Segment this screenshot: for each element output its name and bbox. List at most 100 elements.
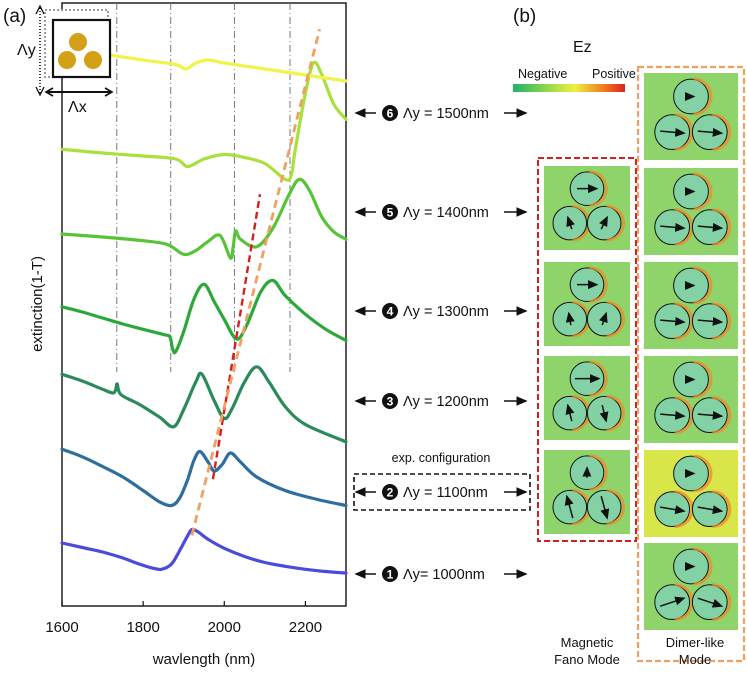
field-lobe <box>712 302 732 341</box>
row-label-text: Λy = 1500nm <box>403 106 489 122</box>
dipole-arrow <box>660 127 686 137</box>
row-index-badge <box>382 303 398 319</box>
row-label-5: 5 Λy = 1400nm <box>354 204 528 221</box>
dipole-arrow <box>660 316 686 326</box>
unit-cell-inset: Λy Λx <box>17 4 114 116</box>
row-label-2: 2 Λy = 1100nm <box>354 484 528 501</box>
colorbar-title: Ez <box>573 39 592 56</box>
colorbar-gradient <box>513 84 625 92</box>
trend-lines <box>190 28 321 536</box>
row-label-text: Λy = 1300nm <box>403 304 489 320</box>
series-line-top <box>60 46 348 83</box>
row-label-6: 6 Λy = 1500nm <box>354 105 528 122</box>
particle-top <box>69 33 87 51</box>
row-index-number: 5 <box>387 206 394 220</box>
plot-area: 1600 1800 2000 2200 <box>45 2 348 636</box>
row-index-badge <box>382 484 398 500</box>
dipole-arrow <box>659 596 686 607</box>
dipole-arrow <box>565 403 575 422</box>
colorbar-positive-label: Positive <box>592 67 636 81</box>
colorbar-title-text: Ez <box>573 39 592 56</box>
field-lobe <box>712 396 732 435</box>
x-axis-label: wavlength (nm) <box>152 651 256 668</box>
field-lobe <box>589 266 608 303</box>
dipole-arrow <box>697 505 724 515</box>
row-label-text: Λy = 1400nm <box>403 205 489 221</box>
dipole-arrow <box>599 311 608 326</box>
row-label-1: 1 Λy= 1000nm <box>354 566 528 583</box>
particle-right <box>84 51 102 69</box>
field-lobe <box>693 360 713 399</box>
dipole-arrow <box>600 495 610 520</box>
dipole-arrow <box>697 410 724 420</box>
colorbar: Ez Negative Positive <box>513 39 636 92</box>
field-lobe <box>712 113 732 152</box>
series-line-6 <box>60 60 348 182</box>
fano-field-cell-4 <box>544 450 630 534</box>
dimer-mode-label-line2: Mode <box>679 652 712 667</box>
dimer-field-cell-3 <box>644 262 738 349</box>
field-lobe <box>693 547 713 586</box>
dimer-field-cell-1 <box>644 73 738 160</box>
inset-x-arrowhead-left <box>44 87 54 97</box>
field-lobe <box>712 208 732 247</box>
x-tick-label-2200: 2200 <box>289 619 322 636</box>
dipole-arrow <box>599 404 609 423</box>
field-lobe <box>606 394 626 432</box>
dimer-field-cell-2 <box>644 168 738 255</box>
panel-b-label: (b) <box>513 6 536 27</box>
field-lobe <box>712 490 732 529</box>
dipole-arrow <box>697 316 724 326</box>
fano-mode-label-line2: Fano Mode <box>554 652 620 667</box>
row-index-badge <box>382 204 398 220</box>
row-index-badge <box>382 393 398 409</box>
dimer-field-cell-6 <box>644 543 738 630</box>
field-lobe <box>589 454 608 491</box>
panel-a-label: (a) <box>3 6 26 27</box>
row-index-number: 2 <box>387 486 394 500</box>
dipole-arrow <box>660 410 686 420</box>
row-label-3: 3 Λy = 1200nm <box>354 393 528 410</box>
fano-field-cell-3 <box>544 356 630 440</box>
y-axis-label: extinction(1-T) <box>29 256 46 352</box>
field-lobe <box>589 360 608 397</box>
dimer-field-cell-4 <box>644 356 738 443</box>
field-lobe <box>693 454 713 493</box>
row-labels: 6 Λy = 1500nm 5 Λy = 1400nm 4 Λy = 1300nm 3 Λy … <box>354 105 528 583</box>
exp-configuration-box <box>353 473 531 511</box>
dimer-mode-label-line1: Dimer-like <box>666 635 725 650</box>
x-tick-label-2000: 2000 <box>208 619 241 636</box>
dimer-field-cell-5 <box>644 450 738 537</box>
dipole-arrow <box>660 505 686 515</box>
trend-line-red-dashed <box>211 194 262 480</box>
dimer-mode-fields <box>644 73 738 630</box>
row-label-text: Λy= 1000nm <box>403 567 485 583</box>
row-index-number: 6 <box>387 107 394 121</box>
dipole-arrow <box>566 215 575 230</box>
dipole-arrow <box>697 127 724 137</box>
fano-mode-box <box>537 157 637 542</box>
dipole-arrow <box>660 222 686 232</box>
inset-x-arrowhead-right <box>104 87 114 97</box>
x-tick-label-1600: 1600 <box>45 619 78 636</box>
row-label-4: 4 Λy = 1300nm <box>354 303 528 320</box>
series-line-3 <box>60 365 348 444</box>
fano-field-cell-2 <box>544 262 630 346</box>
exp-configuration-label: exp. configuration <box>392 451 491 465</box>
row-label-text: Λy = 1100nm <box>403 485 488 501</box>
particle-left <box>58 51 76 69</box>
row-index-badge <box>382 566 398 582</box>
series-group <box>60 46 348 575</box>
dimer-mode-box <box>636 65 746 663</box>
row-index-number: 1 <box>387 568 394 582</box>
field-lobe <box>606 204 626 242</box>
row-label-text: Λy = 1200nm <box>403 394 489 410</box>
plot-frame <box>61 2 347 607</box>
fano-mode-fields <box>544 166 630 534</box>
field-lobe <box>693 266 713 305</box>
x-tick-label-1800: 1800 <box>126 619 159 636</box>
row-index-badge <box>382 105 398 121</box>
dipole-arrow <box>565 311 575 326</box>
row-index-number: 3 <box>387 395 394 409</box>
